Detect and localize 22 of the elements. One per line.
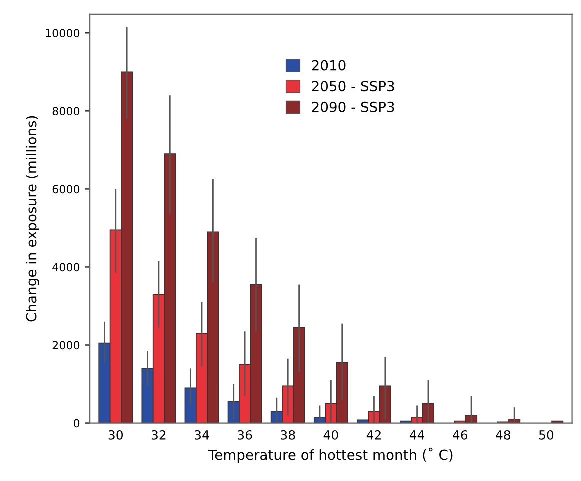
y-tick-label: 6000 bbox=[52, 185, 80, 194]
x-tick-label: 50 bbox=[539, 430, 554, 440]
x-tick-label: 44 bbox=[410, 430, 425, 440]
y-tick-label: 4000 bbox=[52, 263, 80, 272]
x-tick-label: 48 bbox=[496, 430, 510, 440]
x-tick-label: 46 bbox=[452, 430, 468, 440]
y-tick-label: 8000 bbox=[52, 107, 80, 116]
x-tick-label: 36 bbox=[238, 430, 252, 440]
x-tick-label: 30 bbox=[108, 430, 124, 440]
legend-label: 2090 - SSP3 bbox=[312, 102, 394, 112]
x-tick-label: 42 bbox=[366, 430, 381, 440]
x-tick-label: 34 bbox=[195, 430, 210, 440]
y-tick-label: 10000 bbox=[46, 29, 80, 38]
x-tick-label: 32 bbox=[152, 430, 166, 440]
x-tick-label: 38 bbox=[281, 430, 296, 440]
legend-label: 2050 - SSP3 bbox=[312, 81, 394, 92]
x-tick-label: 40 bbox=[324, 430, 338, 440]
x-axis-title: Temperature of hottest month (˚ C) bbox=[208, 448, 453, 463]
y-tick-label: 2000 bbox=[52, 341, 80, 350]
y-tick-label: 0 bbox=[74, 419, 80, 428]
legend-label: 2010 bbox=[312, 60, 346, 71]
y-axis-title: Change in exposure (millions) bbox=[26, 116, 40, 322]
